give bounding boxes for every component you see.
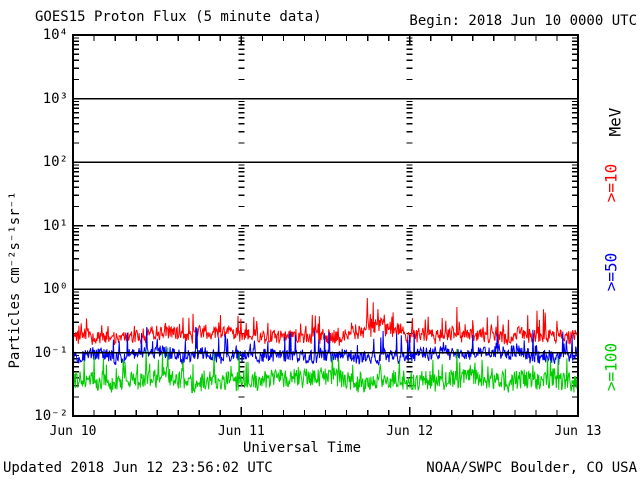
- right-axis-unit-label: MeV: [605, 107, 625, 137]
- begin-time-label: Begin: 2018 Jun 10 0000 UTC: [409, 13, 637, 29]
- x-axis-title: Universal Time: [242, 440, 362, 456]
- chart-title: GOES15 Proton Flux (5 minute data): [35, 9, 322, 25]
- updated-timestamp: Updated 2018 Jun 12 23:56:02 UTC: [3, 460, 273, 476]
- source-attribution: NOAA/SWPC Boulder, CO USA: [426, 460, 637, 476]
- y-axis-title: Particles cm⁻²s⁻¹sr⁻¹: [7, 191, 23, 369]
